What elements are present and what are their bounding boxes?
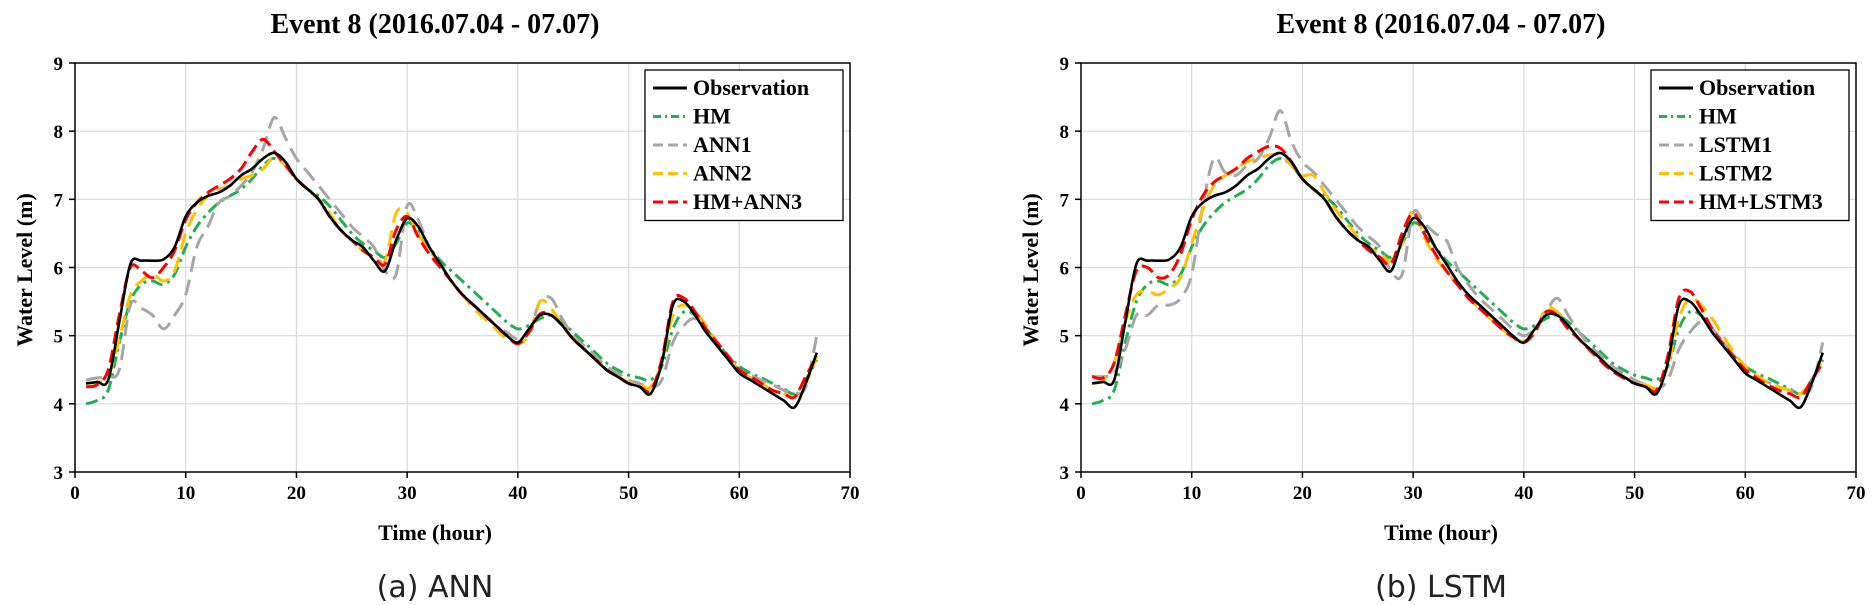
x-tick-label: 0 [70, 483, 80, 504]
chart-panel-ann: Event 8 (2016.07.04 - 07.07) Time (hour)… [12, 9, 860, 605]
series-line-lstm1 [1092, 109, 1825, 396]
y-tick-label: 8 [1060, 122, 1070, 143]
x-tick-label: 30 [1404, 483, 1423, 504]
legend-label: Observation [693, 75, 809, 100]
legend-label: LSTM2 [1699, 161, 1772, 186]
x-axis-label: Time (hour) [1384, 520, 1498, 545]
x-tick-label: 10 [176, 483, 195, 504]
y-tick-label: 5 [54, 327, 64, 348]
chart-ann: Event 8 (2016.07.04 - 07.07) Time (hour)… [12, 9, 860, 605]
y-tick-label: 4 [1060, 395, 1070, 416]
series-line-observation [1091, 151, 1825, 410]
series-line-observation [85, 151, 819, 410]
legend-label: Observation [1699, 75, 1815, 100]
x-tick-label: 10 [1182, 483, 1201, 504]
series-line-hm-lstm3 [1091, 144, 1825, 400]
y-tick-label: 9 [54, 54, 64, 75]
y-tick-label: 6 [1060, 259, 1070, 280]
legend-label: HM+ANN3 [693, 189, 802, 214]
chart-title: Event 8 (2016.07.04 - 07.07) [271, 9, 600, 40]
y-tick-label: 6 [54, 259, 64, 280]
x-tick-label: 60 [1736, 483, 1755, 504]
x-tick-label: 50 [619, 483, 638, 504]
y-tick-label: 7 [1060, 190, 1070, 211]
legend: Observation HM ANN1 ANN2 HM+ANN3 [644, 69, 844, 222]
x-axis-label: Time (hour) [378, 520, 492, 545]
y-axis-label: Water Level (m) [1018, 193, 1043, 347]
plot-area: 0 10 20 30 40 50 60 70 3 4 5 6 7 8 9 Observation HM LSTM1… [1060, 54, 1866, 504]
x-tick-label: 0 [1076, 483, 1086, 504]
y-tick-label: 5 [1060, 327, 1070, 348]
figure-caption: (a) ANN [377, 570, 494, 605]
legend-label: HM+LSTM3 [1699, 189, 1823, 214]
x-tick-label: 20 [287, 483, 306, 504]
chart-title: Event 8 (2016.07.04 - 07.07) [1277, 9, 1606, 40]
x-tick-label: 40 [508, 483, 527, 504]
x-tick-label: 60 [730, 483, 749, 504]
legend-label: HM [693, 104, 731, 129]
y-tick-label: 7 [54, 190, 64, 211]
chart-lstm: Event 8 (2016.07.04 - 07.07) Time (hour)… [1018, 9, 1866, 605]
x-tick-label: 20 [1293, 483, 1312, 504]
y-tick-label: 8 [54, 122, 64, 143]
x-tick-label: 70 [1847, 483, 1866, 504]
x-tick-label: 40 [1514, 483, 1533, 504]
legend-label: ANN2 [693, 161, 752, 186]
legend-label: ANN1 [693, 132, 752, 157]
plot-area: 0 10 20 30 40 50 60 70 3 4 5 6 7 8 9 Observation HM ANN1 A… [54, 54, 860, 504]
y-tick-label: 9 [1060, 54, 1070, 75]
x-tick-label: 50 [1625, 483, 1644, 504]
legend: Observation HM LSTM1 LSTM2 HM+LSTM3 [1650, 69, 1850, 222]
x-tick-label: 70 [841, 483, 860, 504]
chart-panel-lstm: Event 8 (2016.07.04 - 07.07) Time (hour)… [936, 0, 1872, 605]
y-axis-label: Water Level (m) [12, 193, 37, 347]
y-tick-label: 4 [54, 395, 64, 416]
x-tick-label: 30 [398, 483, 417, 504]
y-tick-label: 3 [54, 463, 64, 484]
legend-label: LSTM1 [1699, 132, 1772, 157]
figure-caption: (b) LSTM [1375, 570, 1507, 605]
y-tick-label: 3 [1060, 463, 1070, 484]
legend-label: HM [1699, 104, 1737, 129]
series-line-ann1 [85, 116, 819, 396]
